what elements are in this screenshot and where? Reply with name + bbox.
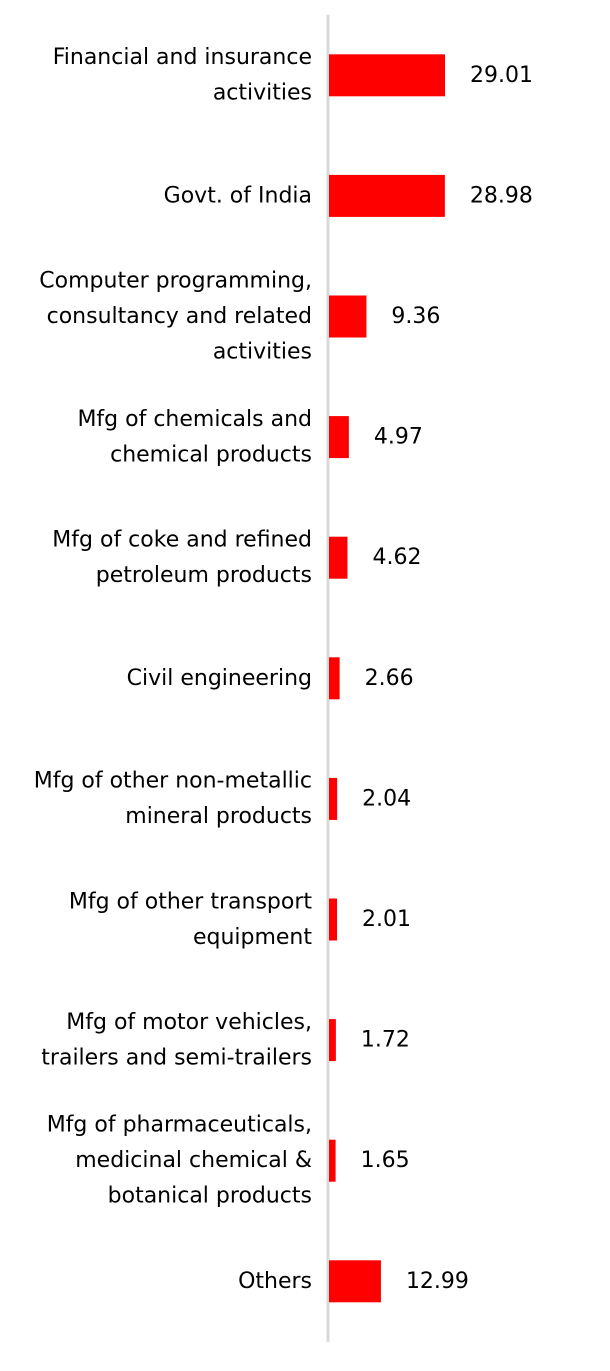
category-label-line: activities (213, 81, 312, 106)
category-label-line: petroleum products (96, 563, 312, 588)
category-label-line: Mfg of other transport (69, 889, 313, 914)
category-label-line: Financial and insurance (53, 45, 312, 70)
category-label-1: Financial and insurance activities (53, 45, 312, 106)
category-label-line: Mfg of motor vehicles, (66, 1010, 312, 1035)
category-label-line: medicinal chemical & (75, 1148, 312, 1173)
category-label-line: equipment (193, 925, 312, 950)
value-labels-group: 29.01 28.98 9.36 4.97 4.62 2.66 2.04 2.01 1.72 1.… (361, 63, 533, 1294)
category-label-line: Govt. of India (164, 183, 312, 208)
bar-3 (329, 295, 367, 338)
category-label-line: Mfg of other non-metallic (34, 769, 312, 794)
category-label-8: Mfg of other transport equipment (69, 889, 313, 950)
bar-4 (329, 416, 349, 459)
category-label-line: botanical products (108, 1184, 312, 1209)
value-label-9: 1.72 (361, 1028, 410, 1053)
category-label-line: mineral products (125, 804, 312, 829)
value-label-7: 2.04 (362, 786, 411, 811)
value-label-11: 12.99 (406, 1269, 469, 1294)
value-label-6: 2.66 (365, 666, 414, 691)
category-label-line: Others (238, 1269, 312, 1294)
category-label-line: Civil engineering (127, 666, 312, 691)
category-labels-group: Financial and insurance activities Govt. o… (34, 45, 313, 1294)
bar-1 (329, 54, 445, 97)
category-label-line: consultancy and related (47, 304, 312, 329)
category-label-line: Mfg of chemicals and (77, 407, 312, 432)
value-label-1: 29.01 (470, 63, 533, 88)
bar-5 (329, 536, 348, 579)
category-label-10: Mfg of pharmaceuticals, medicinal chemica… (47, 1113, 312, 1209)
category-label-line: chemical products (110, 442, 312, 467)
bar-11 (329, 1260, 381, 1303)
bar-6 (329, 657, 340, 700)
value-label-8: 2.01 (362, 907, 411, 932)
bar-10 (329, 1139, 336, 1182)
category-label-line: Mfg of pharmaceuticals, (47, 1113, 312, 1138)
bar-9 (329, 1019, 336, 1062)
category-label-4: Mfg of chemicals and chemical products (77, 407, 312, 468)
category-label-line: trailers and semi-trailers (41, 1045, 312, 1070)
category-label-9: Mfg of motor vehicles, trailers and semi-… (41, 1010, 312, 1071)
category-label-3: Computer programming, consultancy and rel… (39, 269, 312, 365)
bar-8 (329, 898, 338, 941)
value-label-4: 4.97 (374, 425, 423, 450)
bar-2 (329, 174, 445, 217)
value-label-2: 28.98 (470, 183, 533, 208)
category-label-line: activities (213, 340, 312, 365)
category-label-11: Others (238, 1269, 312, 1294)
value-label-5: 4.62 (372, 545, 421, 570)
category-label-7: Mfg of other non-metallic mineral product… (34, 769, 312, 830)
bars-group (329, 54, 445, 1303)
category-label-6: Civil engineering (127, 666, 312, 691)
category-label-5: Mfg of coke and refined petroleum product… (52, 527, 312, 588)
category-label-line: Mfg of coke and refined (52, 527, 312, 552)
category-label-2: Govt. of India (164, 183, 312, 208)
value-label-10: 1.65 (361, 1148, 410, 1173)
value-label-3: 9.36 (391, 304, 440, 329)
bar-7 (329, 777, 338, 820)
category-label-line: Computer programming, (39, 269, 312, 294)
